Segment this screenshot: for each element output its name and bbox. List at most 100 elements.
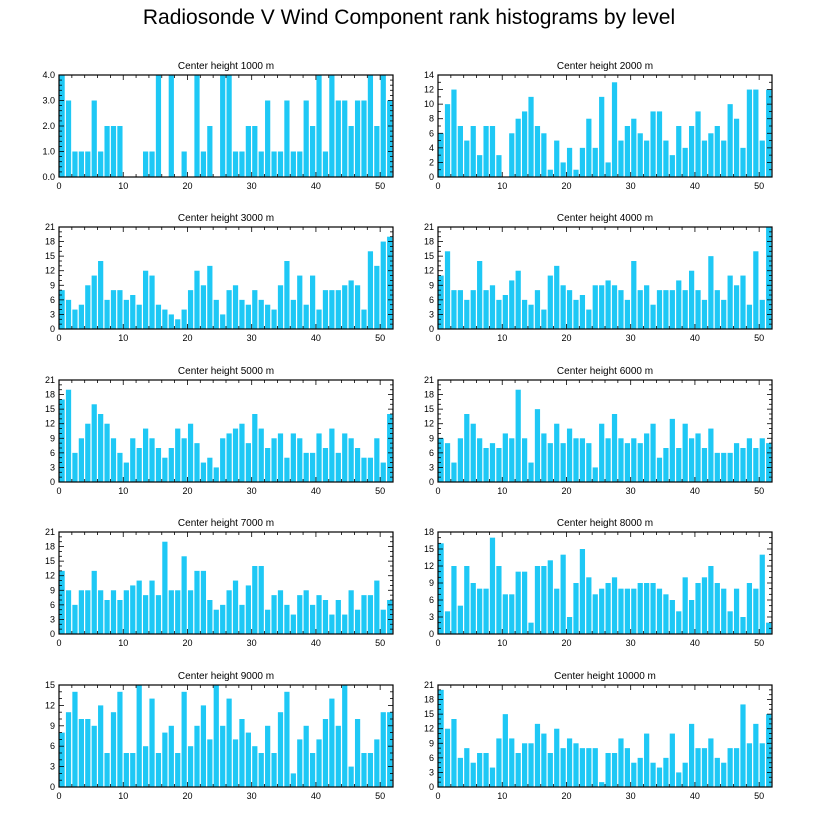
histogram-bar bbox=[714, 452, 720, 482]
histogram-bar bbox=[380, 241, 386, 329]
histogram-bar bbox=[618, 738, 624, 787]
y-tick-label: 15 bbox=[424, 404, 434, 414]
histogram-bar bbox=[746, 438, 753, 482]
histogram-bar bbox=[117, 452, 123, 482]
histogram-bar bbox=[444, 104, 451, 177]
histogram-bar bbox=[136, 685, 142, 787]
histogram-bar bbox=[91, 275, 97, 329]
histogram-bar bbox=[284, 691, 290, 787]
histogram-bar bbox=[367, 251, 374, 329]
histogram-bar bbox=[207, 457, 213, 482]
histogram-bar bbox=[721, 299, 727, 329]
histogram-bar bbox=[387, 100, 393, 177]
y-tick-label: 6 bbox=[429, 128, 434, 138]
histogram-bar bbox=[554, 728, 560, 787]
histogram-bar bbox=[579, 748, 586, 787]
x-tick-label: 0 bbox=[56, 333, 61, 343]
histogram-bar bbox=[265, 609, 271, 634]
y-tick-label: 21 bbox=[45, 527, 55, 537]
histogram-bar bbox=[348, 126, 354, 177]
histogram-bar bbox=[695, 748, 701, 787]
y-tick-label: 10 bbox=[424, 99, 434, 109]
histogram-bar bbox=[187, 746, 194, 787]
x-tick-label: 10 bbox=[497, 181, 507, 191]
histogram-bar bbox=[483, 588, 489, 634]
histogram-bar bbox=[733, 285, 740, 329]
histogram-bar bbox=[663, 290, 669, 329]
histogram-bar bbox=[245, 126, 251, 177]
histogram-bar bbox=[522, 111, 528, 177]
histogram-bar bbox=[599, 96, 605, 177]
histogram-bar bbox=[117, 691, 123, 787]
histogram-bar bbox=[335, 600, 341, 634]
histogram-bar bbox=[650, 583, 656, 634]
histogram-bar bbox=[310, 604, 316, 634]
y-tick-label: 1.0 bbox=[42, 147, 55, 157]
histogram-bar bbox=[759, 743, 765, 787]
histogram-bar bbox=[689, 723, 695, 787]
histogram-bar bbox=[534, 290, 541, 329]
y-tick-label: 2.0 bbox=[42, 121, 55, 131]
histogram-bar bbox=[444, 251, 451, 329]
y-tick-label: 9 bbox=[50, 280, 55, 290]
histogram-bar bbox=[162, 457, 168, 482]
histogram-bar bbox=[78, 151, 84, 177]
histogram-bar bbox=[380, 609, 386, 634]
x-tick-label: 10 bbox=[118, 638, 128, 648]
histogram-bar bbox=[194, 270, 200, 329]
histogram-bar bbox=[232, 580, 239, 634]
histogram-bar bbox=[586, 577, 592, 634]
histogram-bar bbox=[290, 433, 296, 482]
histogram-bar bbox=[701, 448, 708, 482]
x-tick-label: 0 bbox=[435, 638, 440, 648]
histogram-bar bbox=[59, 399, 65, 482]
histogram-bar bbox=[271, 151, 277, 177]
histogram-bar bbox=[322, 151, 329, 177]
panel-6: Center height 6000 m 0 10 20 30 40 50 0 3 6 9 12 15 1… bbox=[424, 366, 773, 496]
histogram-bar bbox=[265, 304, 271, 329]
histogram-bar bbox=[573, 299, 579, 329]
panel-title: Center height 7000 m bbox=[178, 518, 274, 529]
x-tick-label: 30 bbox=[247, 181, 257, 191]
main-title: Radiosonde V Wind Component rank histogr… bbox=[142, 6, 676, 29]
histogram-bar bbox=[618, 438, 624, 482]
histogram-bar bbox=[682, 577, 688, 634]
histogram-bar bbox=[104, 600, 110, 634]
histogram-bar bbox=[168, 448, 174, 482]
histogram-bar bbox=[297, 739, 303, 787]
histogram-bar bbox=[695, 583, 701, 634]
x-tick-label: 20 bbox=[182, 333, 192, 343]
histogram-bar bbox=[110, 290, 117, 329]
histogram-bar bbox=[676, 280, 682, 329]
y-tick-label: 0 bbox=[50, 629, 55, 639]
histogram-bar bbox=[689, 600, 695, 634]
histogram-bar bbox=[130, 438, 136, 482]
histogram-bar bbox=[265, 725, 271, 787]
histogram-bar bbox=[143, 151, 149, 177]
histogram-bar bbox=[477, 438, 483, 482]
histogram-bar bbox=[91, 100, 97, 177]
histogram-bar bbox=[316, 309, 322, 329]
x-tick-label: 30 bbox=[626, 333, 636, 343]
histogram-bar bbox=[483, 448, 489, 482]
y-tick-label: 15 bbox=[45, 251, 55, 261]
panel-title: Center height 8000 m bbox=[557, 518, 653, 529]
histogram-bar bbox=[676, 448, 682, 482]
histogram-bar bbox=[489, 767, 496, 787]
x-tick-label: 10 bbox=[497, 791, 507, 801]
histogram-bar bbox=[200, 462, 207, 482]
histogram-bar bbox=[155, 304, 162, 329]
x-tick-label: 20 bbox=[182, 791, 192, 801]
histogram-bar bbox=[329, 614, 335, 634]
x-tick-label: 30 bbox=[626, 791, 636, 801]
histogram-bar bbox=[708, 566, 714, 634]
histogram-bar bbox=[354, 285, 361, 329]
histogram-bar bbox=[740, 275, 746, 329]
y-tick-label: 21 bbox=[424, 680, 434, 690]
histogram-bar bbox=[271, 595, 277, 634]
histogram-bar bbox=[104, 423, 110, 482]
histogram-bar bbox=[354, 609, 361, 634]
x-tick-label: 40 bbox=[690, 181, 700, 191]
panel-1: Center height 1000 m 0 10 20 30 40 50 0.0 1.0 2.0… bbox=[42, 61, 394, 191]
y-tick-label: 6 bbox=[429, 753, 434, 763]
